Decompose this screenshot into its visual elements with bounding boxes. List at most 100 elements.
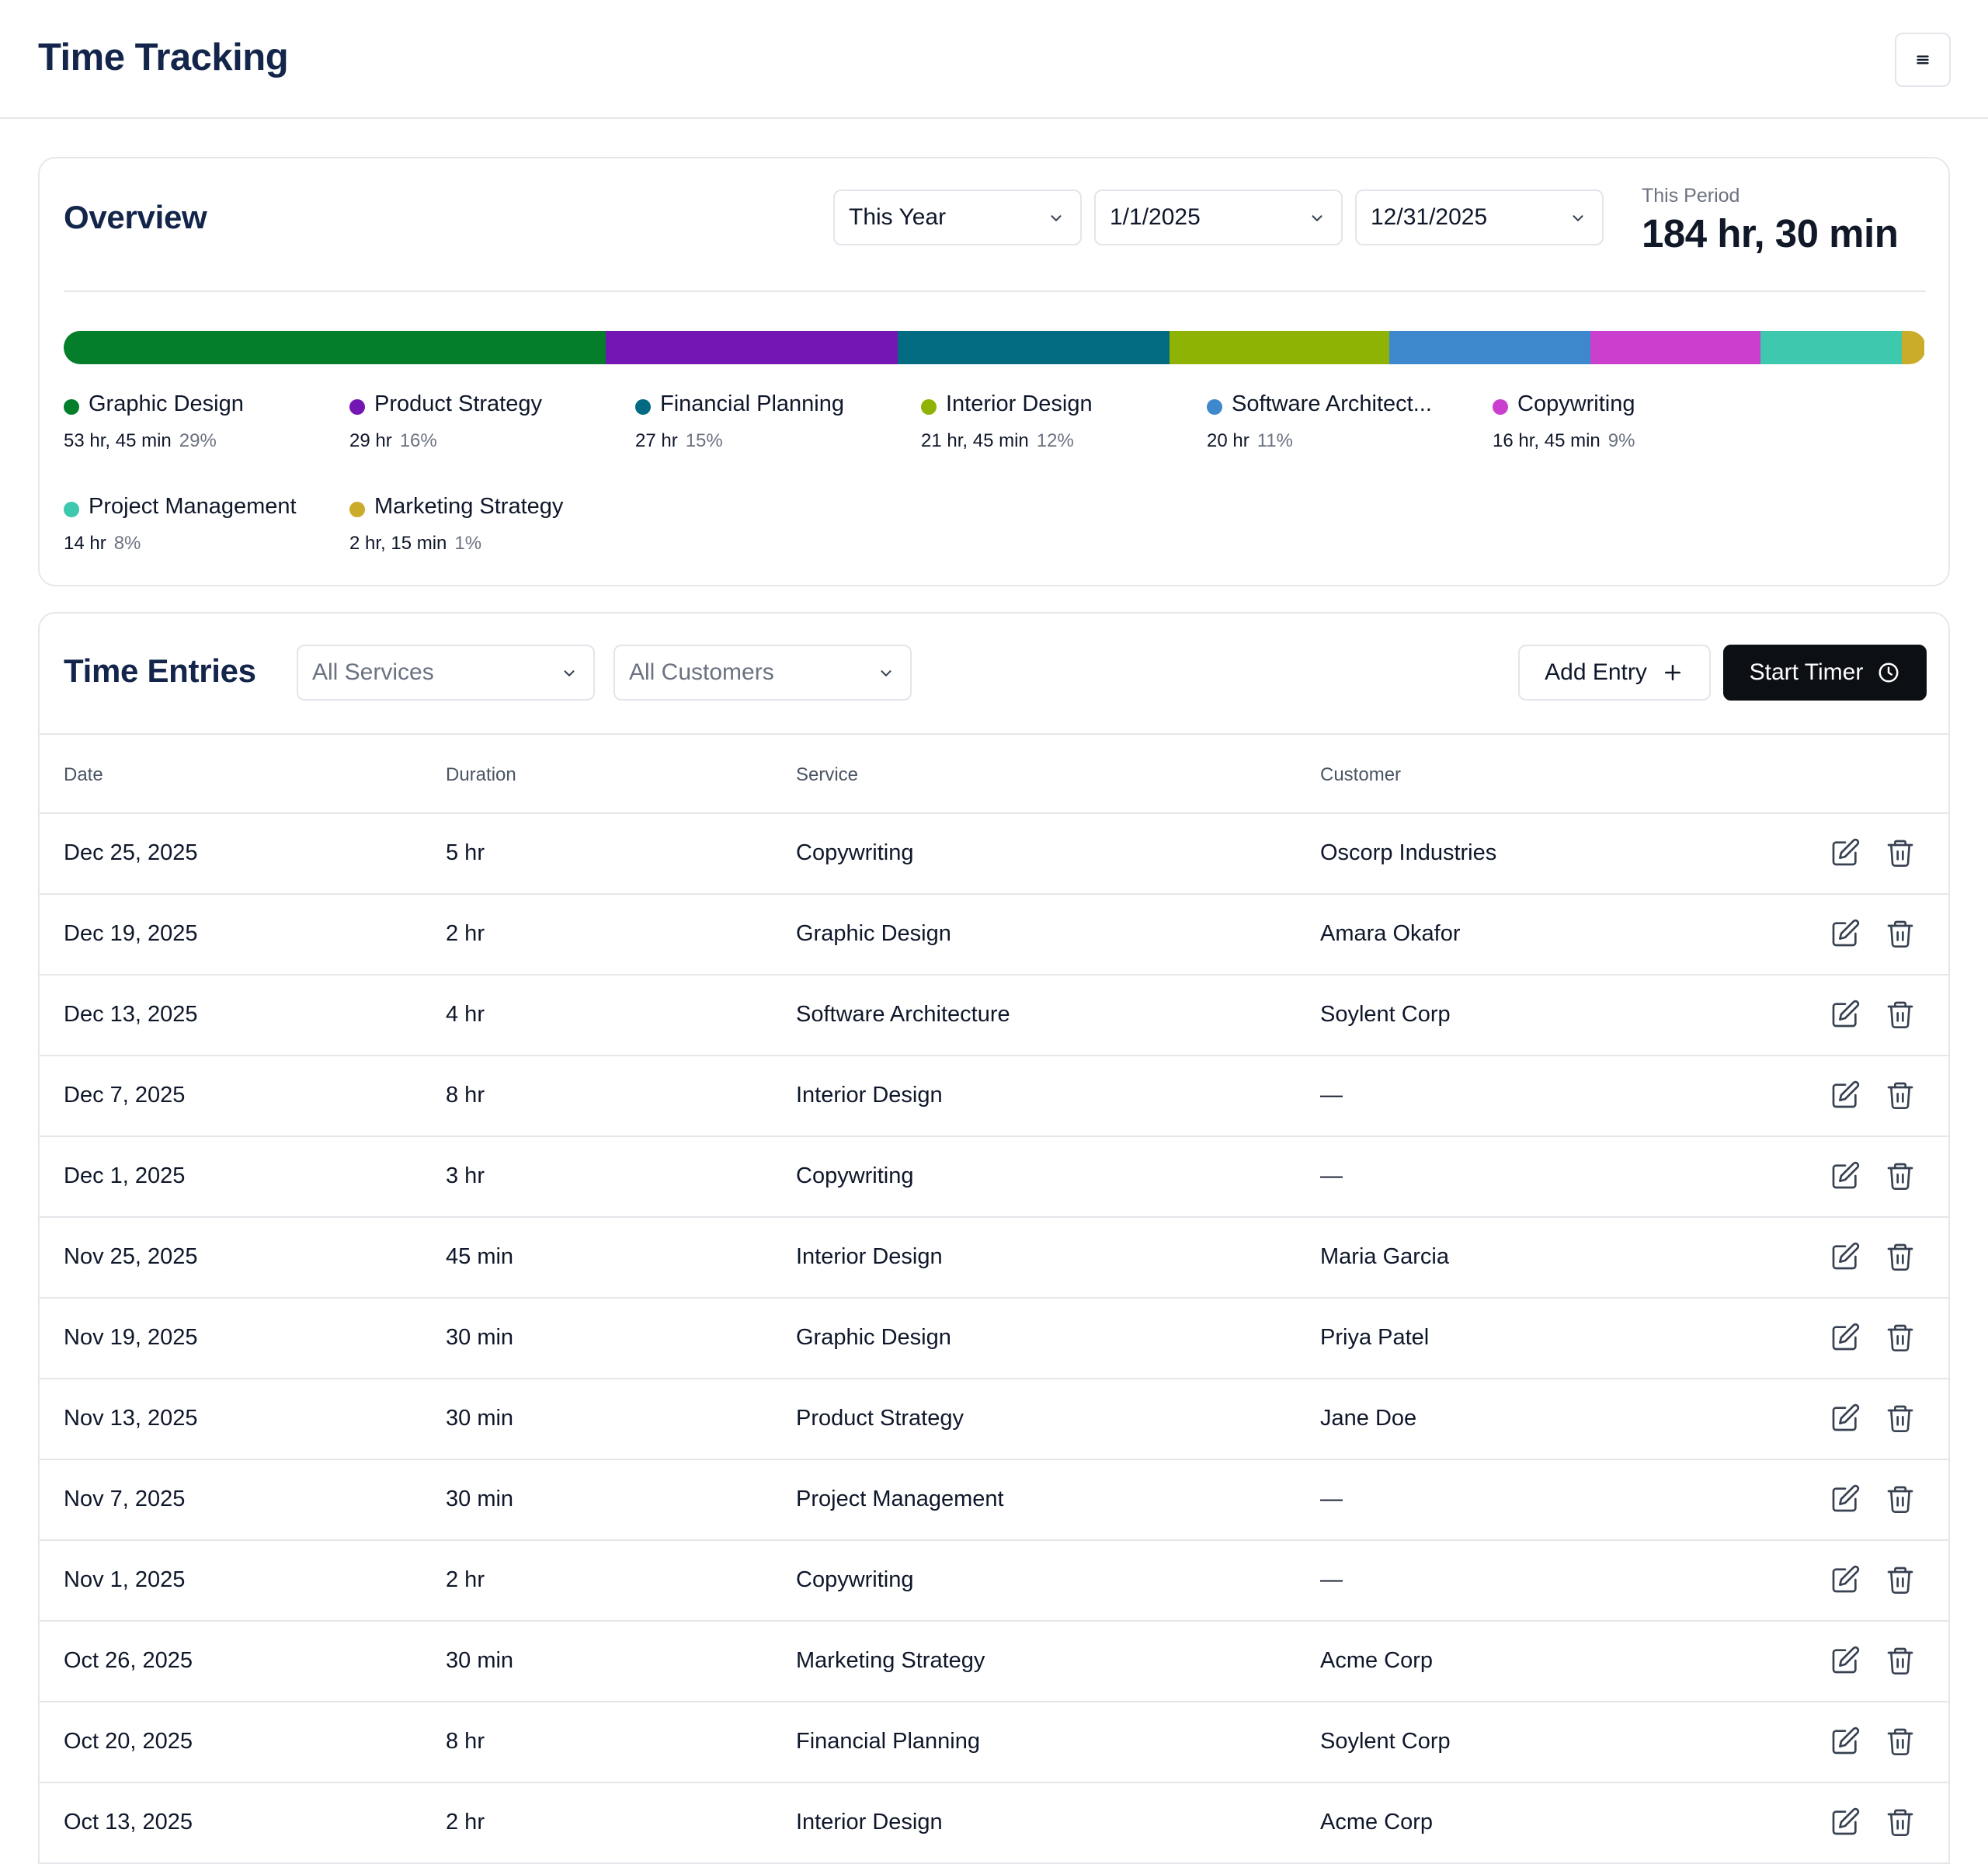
end-date-value: 12/31/2025	[1371, 204, 1488, 230]
trash-icon[interactable]	[1885, 1322, 1916, 1353]
trash-icon[interactable]	[1885, 1564, 1916, 1595]
entry-service: Product Strategy	[796, 1406, 964, 1431]
entry-date: Dec 19, 2025	[64, 921, 198, 946]
trash-icon[interactable]	[1885, 1726, 1916, 1757]
entry-duration: 5 hr	[446, 840, 485, 865]
legend-stats: 29 hr 16%	[349, 430, 437, 452]
entry-service: Interior Design	[796, 1810, 943, 1834]
entry-customer: Soylent Corp	[1320, 1729, 1451, 1754]
table-row[interactable]: Dec 13, 2025 4 hr Software Architecture Soy…	[40, 975, 1948, 1056]
legend-stats: 16 hr, 45 min 9%	[1493, 430, 1635, 452]
legend-service-name: Project Management	[89, 494, 297, 519]
table-header: Date Duration Service Customer	[40, 733, 1948, 814]
edit-icon[interactable]	[1830, 1241, 1861, 1272]
table-row[interactable]: Dec 19, 2025 2 hr Graphic Design Amara Okaf…	[40, 895, 1948, 975]
customer-filter-value: All Customers	[629, 659, 774, 685]
legend-duration: 21 hr, 45 min	[921, 430, 1029, 451]
table-row[interactable]: Dec 25, 2025 5 hr Copywriting Oscorp Indust…	[40, 814, 1948, 895]
table-row[interactable]: Dec 1, 2025 3 hr Copywriting —	[40, 1137, 1948, 1218]
trash-icon[interactable]	[1885, 1403, 1916, 1434]
trash-icon[interactable]	[1885, 918, 1916, 949]
legend-dot	[921, 399, 937, 415]
entry-date: Dec 25, 2025	[64, 840, 198, 865]
legend-stats: 2 hr, 15 min 1%	[349, 533, 481, 555]
column-duration: Duration	[446, 764, 516, 785]
edit-icon[interactable]	[1830, 918, 1861, 949]
table-row[interactable]: Nov 25, 2025 45 min Interior Design Maria G…	[40, 1218, 1948, 1299]
legend-percent: 9%	[1607, 430, 1635, 451]
table-row[interactable]: Nov 1, 2025 2 hr Copywriting —	[40, 1541, 1948, 1622]
legend-dot	[64, 399, 79, 415]
trash-icon[interactable]	[1885, 1080, 1916, 1111]
plus-icon	[1664, 665, 1680, 680]
entry-customer: Jane Doe	[1320, 1406, 1417, 1431]
legend-dot	[64, 502, 79, 517]
trash-icon[interactable]	[1885, 837, 1916, 868]
period-total: 184 hr, 30 min	[1642, 211, 1899, 256]
add-entry-button[interactable]: Add Entry	[1518, 645, 1711, 701]
time-entries-title: Time Entries	[64, 652, 256, 689]
chevron-down-icon	[881, 670, 891, 676]
start-timer-label: Start Timer	[1749, 659, 1864, 685]
entry-service: Copywriting	[796, 1567, 914, 1592]
table-row[interactable]: Nov 7, 2025 30 min Project Management —	[40, 1460, 1948, 1541]
service-filter-select[interactable]: All Services	[297, 645, 595, 701]
entry-customer: —	[1320, 1487, 1343, 1511]
edit-icon[interactable]	[1830, 837, 1861, 868]
menu-icon	[1917, 55, 1929, 64]
entry-service: Software Architecture	[796, 1002, 1010, 1027]
share-segment	[1389, 331, 1591, 364]
edit-icon[interactable]	[1830, 1080, 1861, 1111]
service-filter-value: All Services	[312, 659, 434, 685]
edit-icon[interactable]	[1830, 1564, 1861, 1595]
entry-service: Interior Design	[796, 1083, 943, 1108]
edit-icon[interactable]	[1830, 1807, 1861, 1838]
edit-icon[interactable]	[1830, 1322, 1861, 1353]
legend-service-name: Interior Design	[946, 391, 1093, 416]
table-row[interactable]: Oct 26, 2025 30 min Marketing Strategy Acme…	[40, 1622, 1948, 1702]
table-row[interactable]: Nov 19, 2025 30 min Graphic Design Priya Pa…	[40, 1299, 1948, 1379]
legend-stats: 53 hr, 45 min 29%	[64, 430, 217, 452]
entry-date: Nov 25, 2025	[64, 1244, 198, 1269]
trash-icon[interactable]	[1885, 1645, 1916, 1676]
trash-icon[interactable]	[1885, 1807, 1916, 1838]
trash-icon[interactable]	[1885, 999, 1916, 1030]
entry-date: Dec 7, 2025	[64, 1083, 186, 1108]
legend-dot	[635, 399, 651, 415]
legend-duration: 27 hr	[635, 430, 678, 451]
edit-icon[interactable]	[1830, 1160, 1861, 1191]
customer-filter-select[interactable]: All Customers	[613, 645, 912, 701]
table-row[interactable]: Nov 13, 2025 30 min Product Strategy Jane D…	[40, 1379, 1948, 1460]
edit-icon[interactable]	[1830, 1483, 1861, 1514]
chevron-down-icon	[1312, 215, 1322, 221]
table-row[interactable]: Dec 7, 2025 8 hr Interior Design —	[40, 1056, 1948, 1137]
end-date-select[interactable]: 12/31/2025	[1355, 190, 1604, 245]
entry-duration: 8 hr	[446, 1083, 485, 1108]
edit-icon[interactable]	[1830, 999, 1861, 1030]
trash-icon[interactable]	[1885, 1160, 1916, 1191]
share-segment	[1760, 331, 1902, 364]
range-select[interactable]: This Year	[833, 190, 1082, 245]
share-segment	[1901, 331, 1924, 364]
menu-button[interactable]	[1895, 33, 1951, 87]
legend-duration: 20 hr	[1207, 430, 1249, 451]
entry-customer: Soylent Corp	[1320, 1002, 1451, 1027]
trash-icon[interactable]	[1885, 1483, 1916, 1514]
legend-dot	[1207, 399, 1222, 415]
start-date-select[interactable]: 1/1/2025	[1094, 190, 1343, 245]
entry-duration: 4 hr	[446, 1002, 485, 1027]
table-row[interactable]: Oct 20, 2025 8 hr Financial Planning Soylen…	[40, 1702, 1948, 1783]
entry-date: Oct 20, 2025	[64, 1729, 193, 1754]
entry-service: Copywriting	[796, 1163, 914, 1188]
edit-icon[interactable]	[1830, 1645, 1861, 1676]
legend-percent: 29%	[179, 430, 217, 451]
table-row[interactable]: Oct 13, 2025 2 hr Interior Design Acme Corp	[40, 1783, 1948, 1864]
trash-icon[interactable]	[1885, 1241, 1916, 1272]
share-segment	[605, 331, 898, 364]
share-segment	[64, 331, 606, 364]
edit-icon[interactable]	[1830, 1403, 1861, 1434]
legend-service-name: Copywriting	[1517, 391, 1635, 416]
start-timer-button[interactable]: Start Timer	[1723, 645, 1927, 701]
time-entries-card: Time Entries All Services All Customers …	[38, 612, 1950, 1864]
edit-icon[interactable]	[1830, 1726, 1861, 1757]
